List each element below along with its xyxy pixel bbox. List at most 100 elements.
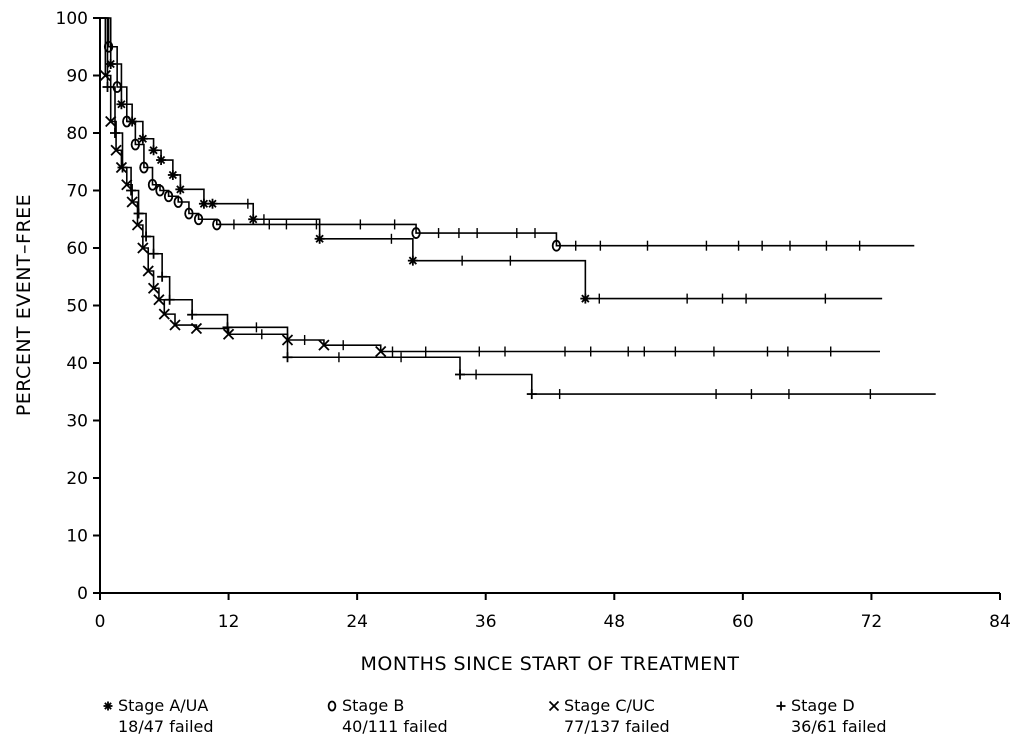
legend-detail: 18/47 failed	[118, 717, 214, 736]
legend-label: Stage D	[791, 696, 855, 715]
legend-entry: Stage B 40/111 failed	[327, 696, 448, 736]
event-marker	[139, 161, 149, 174]
event-marker	[156, 155, 167, 166]
x-tick-label: 48	[603, 612, 625, 632]
legend-entry: Stage D 36/61 failed	[776, 696, 887, 736]
event-marker	[131, 219, 144, 231]
y-tick-label: 50	[66, 297, 88, 317]
legend-marker	[548, 700, 560, 712]
event-marker	[207, 198, 218, 209]
event-marker	[133, 208, 144, 219]
y-tick-label: 40	[66, 354, 88, 374]
legend-detail: 77/137 failed	[564, 717, 670, 736]
event-marker	[142, 265, 154, 277]
event-marker	[117, 162, 128, 173]
y-axis-title: PERCENT EVENT–FREE	[13, 194, 35, 416]
legend-entry: Stage C/UC 77/137 failed	[548, 696, 670, 736]
curves	[99, 17, 936, 400]
event-marker	[130, 138, 141, 151]
event-marker	[187, 309, 198, 320]
legend-detail: 36/61 failed	[791, 717, 887, 736]
event-marker	[153, 294, 165, 306]
series-stage-c-uc	[99, 17, 880, 358]
event-marker	[282, 352, 293, 363]
event-marker	[455, 369, 465, 380]
legend-label: Stage C/UC	[564, 696, 655, 715]
event-marker	[141, 231, 152, 242]
y-tick-label: 0	[77, 584, 88, 604]
event-marker	[175, 184, 186, 195]
event-marker	[137, 242, 149, 254]
event-marker	[121, 179, 133, 191]
event-marker	[212, 218, 222, 231]
event-marker	[526, 389, 537, 400]
event-marker	[198, 198, 209, 209]
x-tick-label: 12	[218, 612, 240, 632]
event-marker	[190, 322, 203, 335]
event-marker	[158, 308, 170, 320]
event-marker	[318, 339, 330, 351]
event-marker	[169, 319, 181, 331]
legend-label: Stage B	[342, 696, 404, 715]
event-marker	[105, 115, 117, 128]
y-tick-label: 90	[66, 67, 88, 87]
x-tick-label: 84	[989, 612, 1011, 632]
legend-label: Stage A/UA	[118, 696, 208, 715]
event-marker	[173, 196, 183, 208]
series-stage-a-ua	[100, 17, 883, 304]
y-tick-label: 10	[66, 527, 88, 547]
x-tick-label: 0	[95, 612, 106, 632]
series-stage-d	[100, 17, 936, 400]
event-marker	[167, 169, 178, 180]
axes: 0 10 20 30 40 50 60 70 80 90 100 0 12 24 36 48 60 72 84	[56, 9, 1011, 632]
event-marker	[110, 144, 122, 156]
series-stage-b	[100, 17, 915, 252]
event-marker	[148, 248, 159, 259]
event-marker	[580, 293, 591, 304]
event-marker	[122, 115, 132, 128]
event-marker	[411, 227, 421, 239]
event-marker	[193, 213, 204, 226]
event-marker	[163, 190, 174, 203]
legend-marker	[776, 701, 786, 711]
event-marker	[147, 282, 160, 294]
legend-marker	[327, 700, 337, 712]
y-tick-label: 100	[56, 9, 88, 29]
series-line	[100, 17, 915, 247]
legend-detail: 40/111 failed	[342, 717, 448, 736]
event-marker	[137, 133, 148, 144]
series-line	[100, 17, 883, 300]
legend-entry: Stage A/UA 18/47 failed	[103, 696, 214, 736]
event-marker	[184, 207, 194, 220]
event-marker	[99, 69, 111, 82]
event-marker	[116, 99, 127, 110]
event-marker	[407, 255, 418, 266]
x-tick-label: 24	[346, 612, 368, 632]
event-marker	[314, 233, 325, 244]
series-line	[100, 17, 880, 353]
x-tick-label: 60	[732, 612, 754, 632]
event-marker	[126, 196, 138, 208]
x-axis-title: MONTHS SINCE START OF TREATMENT	[361, 653, 740, 675]
y-tick-label: 80	[66, 124, 88, 144]
y-tick-label: 20	[66, 469, 88, 489]
event-marker	[102, 82, 113, 92]
event-marker	[110, 128, 120, 138]
event-marker	[148, 145, 159, 156]
event-marker	[248, 214, 259, 225]
y-tick-label: 30	[66, 412, 88, 432]
legend-marker	[103, 701, 113, 711]
x-tick-label: 72	[861, 612, 883, 632]
event-marker	[126, 185, 137, 196]
event-marker	[222, 328, 235, 340]
x-tick-label: 36	[475, 612, 497, 632]
event-marker	[157, 271, 168, 282]
y-tick-label: 70	[66, 182, 88, 202]
event-marker	[147, 178, 158, 191]
event-marker	[155, 184, 165, 197]
event-marker	[164, 294, 175, 305]
y-tick-label: 60	[66, 239, 88, 259]
event-marker	[375, 345, 387, 358]
event-marker	[551, 239, 562, 252]
legend: Stage A/UA 18/47 failed Stage B 40/111 fail…	[103, 696, 887, 736]
